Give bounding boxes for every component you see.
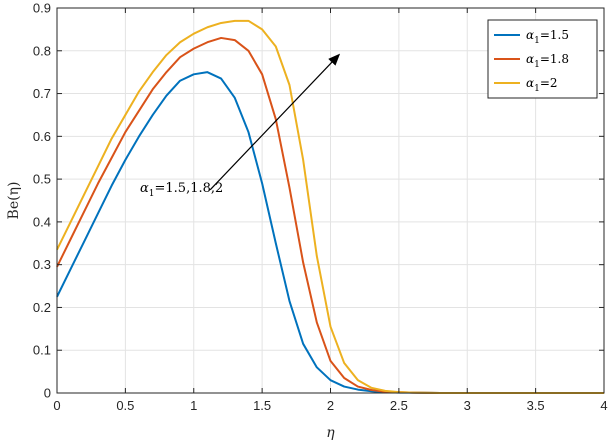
x-tick-label: 1 bbox=[190, 398, 197, 413]
legend-box bbox=[487, 19, 598, 99]
y-tick-label: 0.2 bbox=[33, 300, 51, 315]
x-tick-label: 0 bbox=[53, 398, 60, 413]
x-tick-label: 0.5 bbox=[116, 398, 134, 413]
y-tick-label: 0.7 bbox=[33, 86, 51, 101]
legend: α1=1.5α1=1.8α1=2 bbox=[487, 19, 598, 99]
legend-value: =1.5 bbox=[540, 28, 569, 42]
annotation-arrow bbox=[209, 53, 341, 191]
x-tick-label: 4 bbox=[600, 398, 607, 413]
legend-subscript: 1 bbox=[534, 36, 540, 46]
annotation-label: α1=1.5,1.8,2 bbox=[140, 181, 223, 199]
legend-greek: α bbox=[526, 52, 534, 66]
legend-value: =2 bbox=[540, 76, 558, 90]
annotation-greek: α bbox=[140, 181, 149, 196]
annotation-value: =1.5,1.8,2 bbox=[155, 181, 224, 196]
y-tick-label: 0.8 bbox=[33, 43, 51, 58]
legend-label-1: α1=1.5 bbox=[526, 28, 569, 46]
y-tick-label: 0.9 bbox=[33, 1, 51, 16]
y-tick-label: 0.1 bbox=[33, 343, 51, 358]
legend-subscript: 1 bbox=[534, 60, 540, 70]
legend-value: =1.8 bbox=[540, 52, 569, 66]
x-tick-label: 2.5 bbox=[390, 398, 408, 413]
x-tick-label: 1.5 bbox=[253, 398, 271, 413]
y-tick-label: 0.5 bbox=[33, 172, 51, 187]
legend-label-3: α1=2 bbox=[526, 76, 558, 94]
x-tick-label: 2 bbox=[327, 398, 334, 413]
y-axis-label: Be(η) bbox=[6, 182, 22, 220]
legend-label-2: α1=1.8 bbox=[526, 52, 569, 70]
x-tick-label: 3 bbox=[464, 398, 471, 413]
ticks-group: 0 0.5 1 1.5 2 2.5 3 3.5 4 0 0.1 0.2 0.3 0.4 0.5 0.6 0.7 0… bbox=[33, 1, 608, 414]
legend-greek: α bbox=[526, 28, 534, 42]
annotation-subscript: 1 bbox=[149, 189, 155, 199]
legend-greek: α bbox=[526, 76, 534, 90]
legend-subscript: 1 bbox=[534, 84, 540, 94]
y-tick-label: 0.6 bbox=[33, 129, 51, 144]
y-tick-label: 0 bbox=[44, 386, 51, 401]
annotation: α1=1.5,1.8,2 bbox=[140, 53, 341, 199]
y-tick-label: 0.3 bbox=[33, 257, 51, 272]
x-axis-label: η bbox=[326, 425, 335, 441]
y-tick-label: 0.4 bbox=[33, 214, 51, 229]
x-tick-label: 3.5 bbox=[527, 398, 545, 413]
